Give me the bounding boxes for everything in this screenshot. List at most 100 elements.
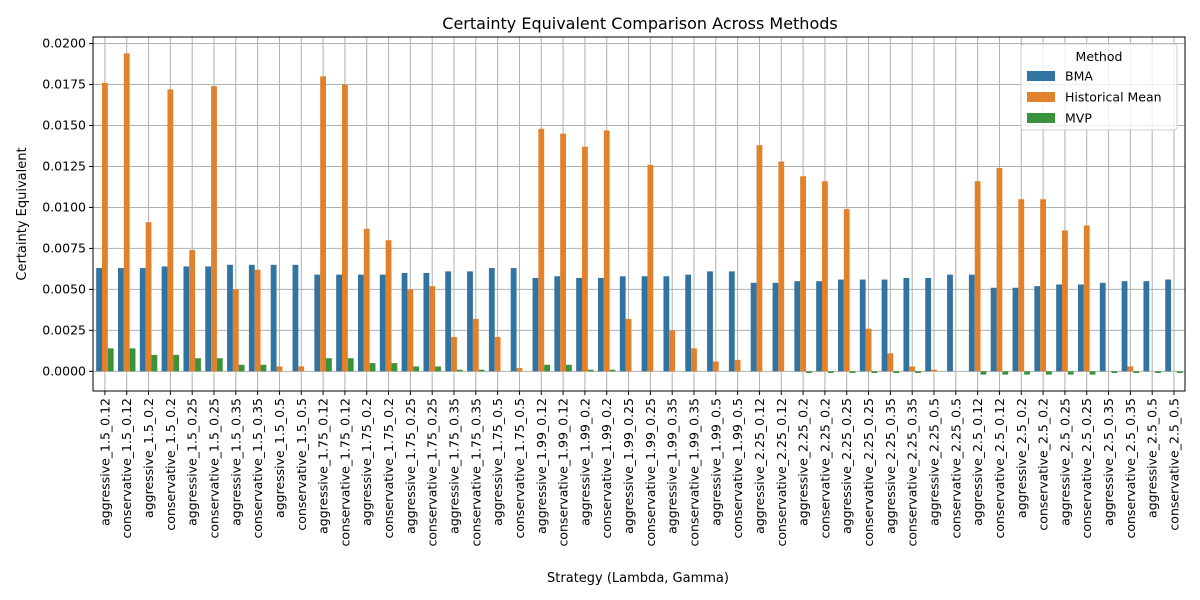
bar-historical-mean — [1062, 230, 1068, 372]
bar-historical-mean — [189, 250, 196, 372]
bar-bma — [1121, 281, 1128, 372]
x-tick-label: conservative_1.5_0.35 — [250, 398, 265, 539]
legend-swatch — [1027, 92, 1055, 102]
x-tick-label: aggressive_2.5_0.12 — [970, 398, 985, 526]
bar-bma — [205, 266, 212, 372]
bar-mvp — [827, 371, 834, 373]
x-tick-label: conservative_1.99_0.12 — [556, 398, 571, 546]
bar-mvp — [435, 366, 441, 372]
bar-bma — [270, 264, 277, 372]
bar-bma — [641, 276, 648, 372]
y-tick-label: 0.0100 — [42, 199, 86, 214]
y-tick-label: 0.0125 — [42, 158, 86, 173]
y-tick-label: 0.0000 — [42, 363, 86, 378]
x-tick-label: conservative_2.25_0.12 — [774, 398, 789, 546]
bar-mvp — [173, 354, 180, 372]
x-tick-label: aggressive_2.25_0.25 — [839, 398, 854, 534]
x-tick-label: aggressive_2.25_0.2 — [796, 398, 811, 526]
bar-historical-mean — [560, 133, 566, 372]
bar-historical-mean — [451, 336, 457, 372]
bar-historical-mean — [320, 76, 326, 372]
bar-bma — [968, 274, 975, 372]
bar-historical-mean — [603, 130, 610, 372]
x-tick-label: aggressive_1.75_0.25 — [403, 398, 418, 534]
x-tick-label: aggressive_1.99_0.12 — [534, 398, 549, 534]
bar-mvp — [456, 369, 463, 372]
bar-mvp — [609, 369, 616, 372]
bar-mvp — [1133, 371, 1140, 373]
bar-bma — [772, 282, 779, 372]
x-tick-label: aggressive_1.75_0.5 — [490, 398, 505, 526]
bar-historical-mean — [647, 164, 654, 372]
bar-mvp — [566, 364, 572, 372]
x-tick-label: aggressive_2.5_0.35 — [1101, 398, 1116, 526]
bar-historical-mean — [516, 368, 523, 372]
bar-bma — [292, 264, 299, 372]
x-tick-label: conservative_1.75_0.25 — [425, 398, 440, 546]
bar-mvp — [326, 358, 332, 372]
bar-mvp — [806, 371, 812, 373]
bar-bma — [1165, 279, 1172, 372]
x-axis-label: Strategy (Lambda, Gamma) — [547, 571, 729, 586]
x-tick-label: aggressive_1.75_0.12 — [316, 398, 331, 534]
bar-historical-mean — [974, 181, 981, 372]
bar-mvp — [369, 363, 376, 372]
bar-bma — [1099, 282, 1106, 372]
x-tick-label: conservative_1.5_0.2 — [163, 398, 178, 531]
bar-bma — [1012, 287, 1019, 372]
bar-historical-mean — [167, 89, 174, 372]
bar-historical-mean — [734, 359, 741, 372]
legend-swatch — [1027, 113, 1055, 123]
x-tick-label: conservative_1.5_0.12 — [119, 398, 134, 539]
x-tick-label: aggressive_2.5_0.25 — [1057, 398, 1072, 526]
bar-historical-mean — [691, 348, 697, 372]
bar-historical-mean — [102, 82, 108, 372]
x-tick-label: conservative_1.99_0.2 — [599, 398, 614, 539]
bar-mvp — [587, 369, 594, 372]
bar-bma — [794, 281, 801, 372]
bar-historical-mean — [843, 209, 850, 372]
bar-historical-mean — [538, 128, 545, 372]
bar-bma — [598, 277, 604, 372]
bar-bma — [685, 274, 692, 372]
x-tick-label: conservative_2.25_0.2 — [817, 398, 832, 539]
bar-bma — [750, 282, 757, 372]
x-tick-label: aggressive_1.5_0.5 — [272, 398, 287, 518]
x-tick-label: aggressive_2.5_0.2 — [1014, 398, 1029, 518]
y-tick-label: 0.0025 — [42, 322, 86, 337]
bar-bma — [248, 264, 255, 372]
bar-bma — [816, 281, 822, 372]
chart-title: Certainty Equivalent Comparison Across M… — [442, 14, 837, 33]
bar-mvp — [129, 348, 136, 372]
bar-bma — [139, 268, 146, 372]
legend-label: MVP — [1065, 111, 1092, 126]
legend-label: BMA — [1065, 69, 1093, 84]
bar-bma — [488, 268, 495, 372]
legend-title: Method — [1076, 49, 1123, 64]
x-tick-label: conservative_1.99_0.5 — [730, 398, 745, 539]
bar-bma — [118, 268, 124, 372]
bar-mvp — [1046, 371, 1052, 375]
bar-bma — [358, 274, 364, 372]
bar-bma — [379, 274, 386, 372]
y-tick-label: 0.0150 — [42, 118, 86, 133]
bar-historical-mean — [756, 145, 763, 372]
y-tick-label: 0.0050 — [42, 281, 86, 296]
x-tick-label: conservative_2.25_0.35 — [905, 398, 920, 546]
x-tick-label: aggressive_1.5_0.12 — [97, 398, 112, 526]
bar-mvp — [871, 371, 878, 373]
axes: 0.0000 0.0025 0.0050 0.0075 0.0100 0.0125 0.01… — [42, 36, 1186, 546]
x-tick-label: conservative_1.75_0.35 — [468, 398, 483, 546]
bar-bma — [183, 266, 190, 372]
bar-bma — [1078, 284, 1084, 372]
bar-bma — [728, 271, 735, 372]
bar-historical-mean — [1018, 199, 1025, 372]
x-tick-label: aggressive_1.5_0.35 — [228, 398, 243, 526]
y-axis-label: Certainty Equivalent — [15, 147, 30, 280]
plot-frame — [92, 36, 1186, 392]
bar-mvp — [1111, 371, 1118, 373]
bar-historical-mean — [429, 286, 436, 372]
bar-historical-mean — [669, 330, 676, 372]
